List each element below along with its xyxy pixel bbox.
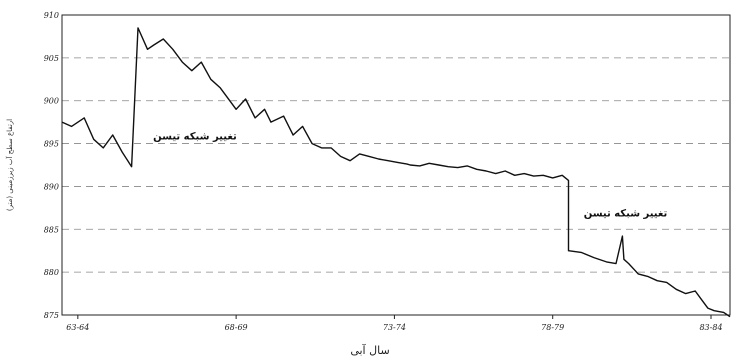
x-tick-label: 78-79 — [541, 323, 564, 332]
x-tick-label: 63-64 — [66, 323, 89, 332]
y-tick-label: 900 — [44, 97, 59, 106]
y-tick-label: 880 — [44, 268, 59, 277]
x-tick-label: 83-84 — [699, 323, 722, 332]
y-tick-label: 890 — [44, 182, 59, 191]
x-tick-label: 68-69 — [225, 323, 248, 332]
y-tick-label: 895 — [44, 140, 59, 149]
y-tick-label: 875 — [44, 311, 59, 320]
plot-frame — [61, 14, 731, 316]
y-tick-labels: 875 880 885 890 895 900 905 910 — [44, 11, 59, 320]
annotation-thiessen-change: تغییر شبکه تیسن — [153, 131, 237, 142]
y-tick-label: 905 — [44, 54, 59, 63]
gridlines — [62, 57, 730, 273]
x-axis-label: سال آبی — [350, 343, 389, 357]
series-line — [61, 27, 731, 318]
annotation-thiessen-change: تغییر شبکه تیسن — [584, 208, 668, 219]
y-tick-label: 885 — [44, 225, 59, 234]
y-axis-label: ارتفاع سطح آب زیرزمینی (متر) — [5, 119, 14, 211]
y-tick-label: 910 — [44, 11, 59, 20]
annotations: تغییر شبکه تیسن تغییر شبکه تیسن — [153, 131, 667, 219]
x-tick-label: 73-74 — [383, 323, 406, 332]
x-tick-labels: 63-64 68-69 73-74 78-79 83-84 — [66, 315, 723, 332]
